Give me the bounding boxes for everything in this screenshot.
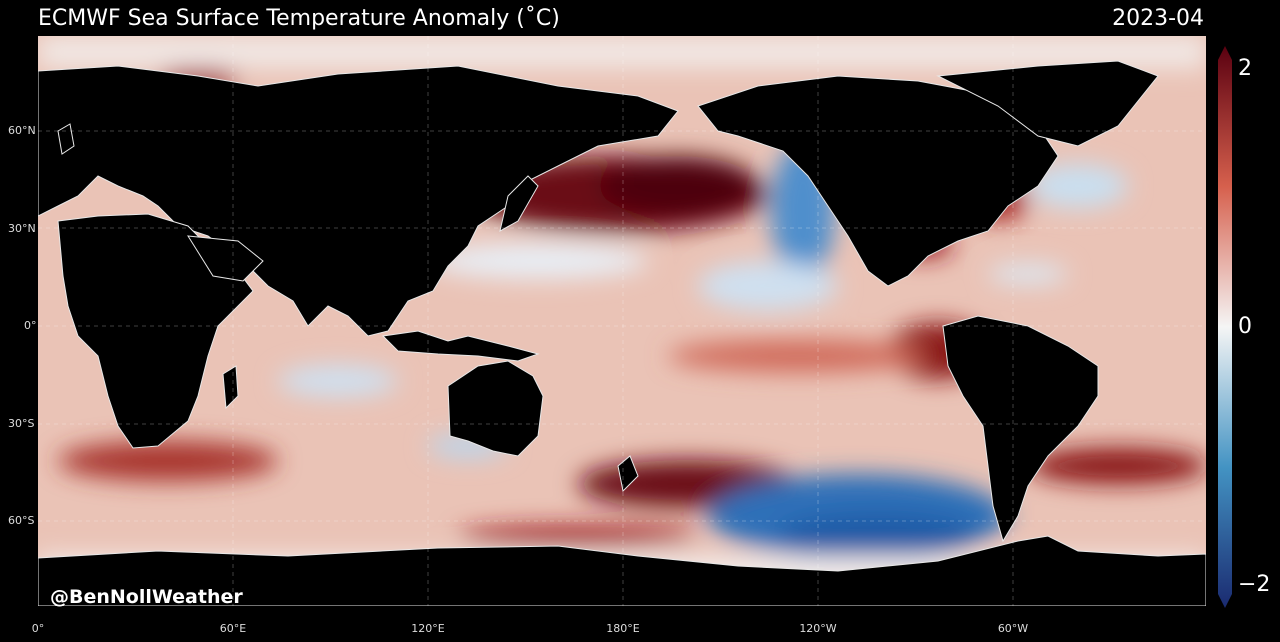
colorbar-mid-label: 0 [1238,314,1252,339]
antarctica [38,535,1206,606]
lon-label-120e: 120°E [411,622,445,635]
lat-label-30s: 30°S [8,417,35,430]
land-masses [38,60,1206,606]
lat-label-30n: 30°N [8,222,36,235]
map-title: ECMWF Sea Surface Temperature Anomaly (˚… [38,6,560,31]
graticule [38,36,1206,606]
lon-label-120w: 120°W [799,622,837,635]
lat-label-60n: 60°N [8,124,36,137]
lon-label-60w: 60°W [997,622,1029,635]
date-label: 2023-04 [1112,6,1204,31]
greenland [936,60,1159,147]
lon-label-60e: 60°E [219,622,247,635]
lat-label-equator: 0° [24,319,37,332]
eurasia [38,65,679,337]
credit-label: @BenNollWeather [50,586,243,608]
madagascar [222,365,239,410]
colorbar-bar [1218,46,1232,608]
africa [57,213,254,449]
lat-label-60s: 60°S [8,514,35,527]
colorbar [1218,46,1232,608]
colorbar-max-label: 2 [1238,56,1252,81]
sst-anomaly-map [38,36,1206,606]
lon-label-0: 0° [31,622,45,635]
arabia [187,235,264,282]
lon-label-180e: 180°E [606,622,640,635]
new-zealand [617,455,639,493]
indonesia [381,330,540,362]
british-isles [57,123,75,155]
colorbar-min-label: −2 [1238,572,1271,597]
north-america [697,75,1059,287]
australia [447,360,544,457]
japan [499,175,539,232]
south-america [942,315,1099,543]
